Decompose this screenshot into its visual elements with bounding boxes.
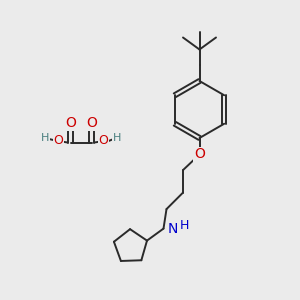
Text: O: O (99, 134, 108, 148)
Text: N: N (168, 222, 178, 236)
Text: O: O (65, 116, 76, 130)
Text: H: H (180, 219, 189, 232)
Text: O: O (54, 134, 63, 148)
Text: O: O (86, 116, 97, 130)
Text: H: H (41, 133, 49, 143)
Text: H: H (113, 133, 121, 143)
Text: O: O (194, 148, 205, 161)
